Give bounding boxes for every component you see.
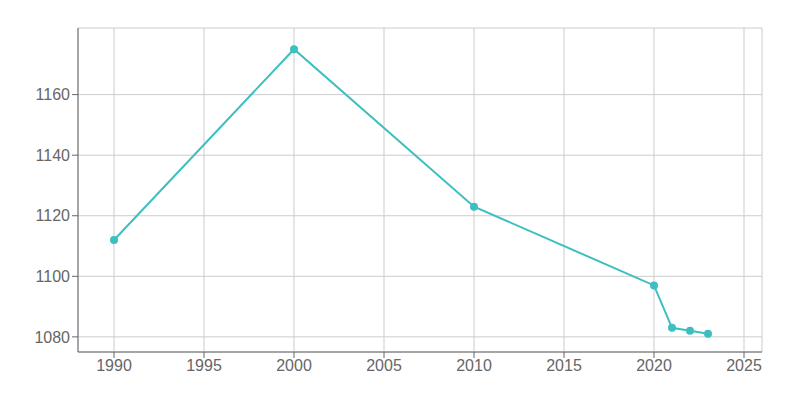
svg-text:1990: 1990 (96, 357, 132, 374)
svg-text:2000: 2000 (276, 357, 312, 374)
svg-text:1080: 1080 (34, 329, 70, 346)
svg-text:1100: 1100 (36, 268, 71, 285)
svg-text:2025: 2025 (726, 357, 762, 374)
svg-text:2015: 2015 (546, 357, 582, 374)
svg-text:1160: 1160 (36, 86, 71, 103)
svg-text:2020: 2020 (636, 357, 672, 374)
svg-text:1120: 1120 (36, 207, 71, 224)
svg-text:1995: 1995 (186, 357, 222, 374)
svg-text:2010: 2010 (456, 357, 492, 374)
svg-text:1140: 1140 (36, 147, 71, 164)
svg-text:2005: 2005 (366, 357, 402, 374)
